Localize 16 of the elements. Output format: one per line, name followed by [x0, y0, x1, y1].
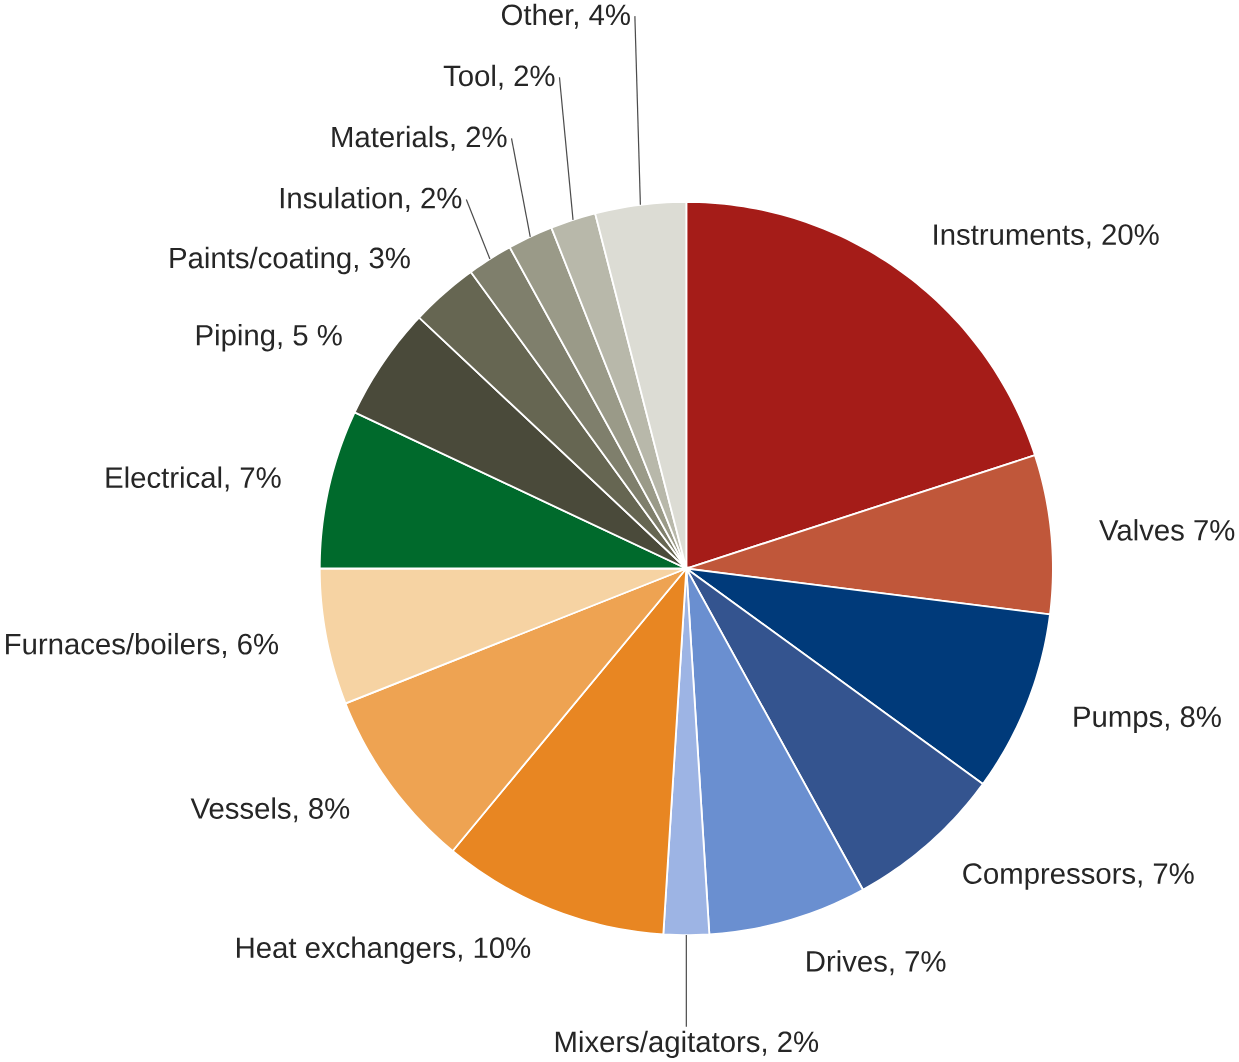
slice-label: Compressors, 7%: [963, 863, 1194, 890]
slice-label: Paints/coating, 3%: [170, 247, 410, 275]
slice-label: Tool, 2%: [443, 64, 555, 90]
slice-label: Mixers/agitators, 2%: [555, 1030, 819, 1059]
slice-label: Insulation, 2%: [280, 187, 462, 213]
slice-label: Heat exchangers, 10%: [236, 936, 531, 965]
slice-label: Furnaces/boilers, 6%: [6, 633, 279, 659]
slice-label: Vessels, 8%: [190, 797, 350, 823]
slice-label: Valves 7%: [1099, 519, 1235, 541]
slice-label: Electrical, 7%: [106, 466, 281, 492]
slice-label: Drives, 7%: [807, 950, 946, 976]
slice-label: Materials, 2%: [332, 126, 507, 152]
slice-label: Piping, 5 %: [196, 324, 342, 352]
slice-label: Other, 4%: [501, 3, 630, 29]
slice-label: Instruments, 20%: [934, 224, 1159, 249]
slice-label: Pumps, 8%: [1074, 706, 1221, 734]
